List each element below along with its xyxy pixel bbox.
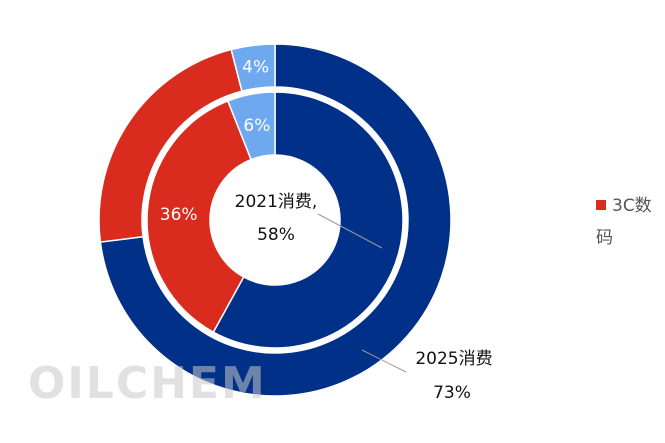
- inner-callout-line2: 58%: [257, 225, 295, 245]
- watermark-logo: OILCHEM: [28, 358, 267, 409]
- slices-group: [98, 43, 452, 397]
- outer-ring-slice-2: [230, 43, 276, 93]
- inner-callout-line1: 2021消费,: [235, 192, 318, 212]
- outer-callout-line: [361, 349, 407, 373]
- outer-callout-line2: 73%: [433, 383, 471, 403]
- outer-ring-slice-0: [99, 43, 452, 397]
- legend: 3C数码: [596, 190, 660, 254]
- legend-label: 3C数码: [596, 196, 652, 248]
- inner-ring-slice-2: [226, 91, 276, 161]
- inner-ring-data-label-2: 6%: [243, 116, 270, 136]
- outer-callout-line1: 2025消费: [415, 349, 492, 369]
- inner-ring-data-label-1: 36%: [160, 205, 198, 225]
- inner-ring-slice-0: [212, 91, 404, 349]
- inner-callout-line: [317, 213, 383, 249]
- outer-ring-data-label-2: 4%: [242, 58, 269, 78]
- inner-ring-slice-1: [146, 100, 253, 334]
- slice-labels-group: 4% 36% 6%: [160, 58, 271, 225]
- legend-swatch: [596, 200, 606, 210]
